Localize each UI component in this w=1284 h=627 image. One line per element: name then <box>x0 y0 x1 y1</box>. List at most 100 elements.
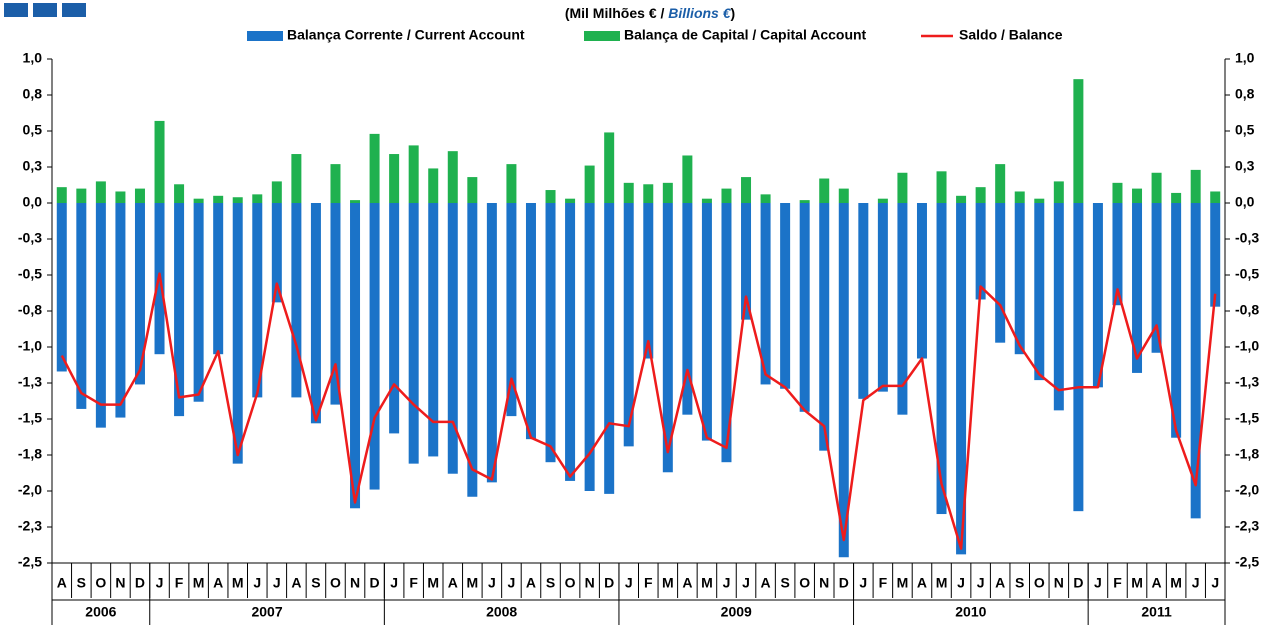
bar <box>741 177 752 203</box>
bar <box>545 190 556 203</box>
bar <box>741 203 752 320</box>
bar <box>858 203 869 399</box>
bar <box>330 164 341 203</box>
bar <box>506 203 517 417</box>
bar <box>1210 191 1221 203</box>
legend-label: Balança Corrente / Current Account <box>287 27 525 43</box>
bar <box>1112 203 1123 306</box>
bar <box>721 203 732 463</box>
x-tick-label: M <box>427 575 439 591</box>
bar <box>897 203 908 415</box>
x-tick-label: J <box>156 575 164 591</box>
x-tick-label: D <box>135 575 145 591</box>
bar <box>1034 198 1045 203</box>
bar <box>545 203 556 463</box>
bar <box>408 145 419 203</box>
x-tick-label: J <box>1094 575 1102 591</box>
bar <box>1014 203 1025 355</box>
bar <box>662 182 673 203</box>
legend-swatch <box>584 31 620 41</box>
y2-tick-label: -0,3 <box>1235 230 1259 246</box>
y2-tick-label: 0,8 <box>1235 86 1255 102</box>
y-tick-label: 0,0 <box>23 194 43 210</box>
x-tick-label: J <box>508 575 516 591</box>
y2-tick-label: -1,5 <box>1235 410 1259 426</box>
x-tick-label: J <box>742 575 750 591</box>
x-tick-label: D <box>604 575 614 591</box>
bar <box>760 194 771 203</box>
y2-tick-label: -1,3 <box>1235 374 1259 390</box>
bar <box>604 132 615 203</box>
y-tick-label: -0,5 <box>18 266 42 282</box>
y2-tick-label: -1,0 <box>1235 338 1259 354</box>
x-tick-label: A <box>1152 575 1162 591</box>
bar <box>623 182 634 203</box>
y2-tick-label: -2,3 <box>1235 518 1259 534</box>
x-tick-label: J <box>253 575 261 591</box>
bar <box>310 203 321 424</box>
year-label: 2010 <box>955 604 986 620</box>
subtitle-part: (Mil Milhões € / <box>565 5 668 21</box>
y-tick-label: -0,3 <box>18 230 42 246</box>
bar <box>1190 169 1201 203</box>
bar <box>389 154 400 203</box>
bar <box>369 133 380 203</box>
x-tick-label: N <box>819 575 829 591</box>
x-tick-label: F <box>409 575 418 591</box>
bar <box>56 187 67 203</box>
x-tick-label: M <box>662 575 674 591</box>
legend-label: Balança de Capital / Capital Account <box>624 27 867 43</box>
x-tick-label: D <box>370 575 380 591</box>
chart-subtitle: (Mil Milhões € / Billions €) <box>565 5 735 21</box>
x-tick-label: M <box>897 575 909 591</box>
bar <box>193 198 204 203</box>
x-tick-label: J <box>859 575 867 591</box>
y-tick-label: 1,0 <box>23 50 43 66</box>
y2-tick-label: -0,5 <box>1235 266 1259 282</box>
bar <box>799 203 810 412</box>
bar <box>467 203 478 497</box>
bar <box>760 203 771 385</box>
bar <box>701 198 712 203</box>
x-tick-label: M <box>193 575 205 591</box>
bar <box>701 203 712 441</box>
bar <box>95 203 106 428</box>
x-tick-label: M <box>936 575 948 591</box>
bar <box>154 120 165 203</box>
bar <box>897 172 908 203</box>
bar <box>604 203 615 494</box>
y-tick-label: -1,0 <box>18 338 42 354</box>
y2-tick-label: 0,0 <box>1235 194 1255 210</box>
bar <box>525 203 536 440</box>
bar <box>1151 172 1162 203</box>
x-tick-label: A <box>917 575 927 591</box>
x-tick-label: M <box>701 575 713 591</box>
bar <box>213 195 224 203</box>
bar <box>252 203 263 398</box>
y-tick-label: 0,8 <box>23 86 43 102</box>
bar <box>643 203 654 359</box>
y2-tick-label: 0,3 <box>1235 158 1255 174</box>
y-tick-label: -2,0 <box>18 482 42 498</box>
x-tick-label: J <box>625 575 633 591</box>
bar <box>565 198 576 203</box>
y-tick-label: 0,3 <box>23 158 43 174</box>
x-tick-label: N <box>115 575 125 591</box>
bar <box>350 200 361 203</box>
x-tick-label: J <box>723 575 731 591</box>
y-tick-label: -2,3 <box>18 518 42 534</box>
x-tick-label: N <box>350 575 360 591</box>
bar <box>682 203 693 415</box>
bar <box>76 188 87 203</box>
bar <box>389 203 400 434</box>
bar <box>877 203 888 392</box>
x-tick-label: M <box>1131 575 1143 591</box>
bar <box>936 203 947 515</box>
bar <box>1053 181 1064 203</box>
x-tick-label: F <box>879 575 888 591</box>
x-tick-label: D <box>839 575 849 591</box>
x-tick-label: O <box>565 575 576 591</box>
x-tick-label: M <box>466 575 478 591</box>
x-tick-label: O <box>799 575 810 591</box>
x-tick-label: D <box>1073 575 1083 591</box>
